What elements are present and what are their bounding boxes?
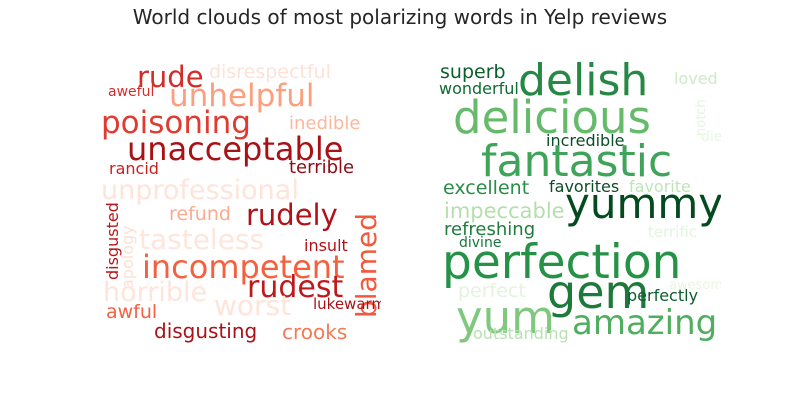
word-perfect: perfect: [458, 280, 526, 302]
word-fantastic: fantastic: [481, 136, 673, 187]
word-unhelpful: unhelpful: [169, 78, 315, 114]
word-loved: loved: [674, 69, 718, 88]
word-worst: worst: [214, 289, 292, 322]
word-inedible: inedible: [289, 113, 361, 134]
word-crooks: crooks: [282, 320, 348, 344]
word-insult: insult: [304, 236, 348, 255]
word-rudest: rudest: [247, 270, 344, 305]
word-outstanding: outstanding: [473, 324, 569, 343]
word-superb: superb: [440, 61, 506, 83]
positive-word-cloud: superb delish loved wonderful delicious notch…: [439, 55, 721, 347]
word-rancid: rancid: [109, 159, 159, 178]
chart-title: World clouds of most polarizing words in…: [132, 5, 668, 29]
word-favorites: favorites: [549, 177, 620, 196]
word-delish: delish: [518, 55, 649, 106]
word-yummy: yummy: [565, 179, 721, 228]
word-perfectly: perfectly: [627, 286, 699, 305]
word-unprofessional: unprofessional: [101, 175, 299, 206]
word-die: die: [701, 129, 721, 145]
word-lukewarm: lukewarm: [313, 295, 381, 313]
negative-word-cloud: rude disrespectful aweful unhelpful poisonin…: [99, 55, 381, 347]
word-terrific: terrific: [648, 223, 698, 241]
word-awful: awful: [106, 301, 158, 323]
word-rudely: rudely: [246, 198, 338, 232]
word-unacceptable: unacceptable: [127, 130, 344, 168]
word-awesome: awesome: [669, 278, 721, 293]
word-incompetent: incompetent: [142, 248, 345, 286]
word-refund: refund: [169, 203, 231, 225]
word-amazing: amazing: [572, 303, 718, 343]
word-terrible: terrible: [289, 157, 355, 178]
word-delicious: delicious: [453, 91, 651, 144]
word-divine: divine: [459, 235, 502, 251]
word-favorite: favorite: [629, 177, 691, 196]
word-refreshing: refreshing: [444, 219, 536, 240]
word-rude: rude: [137, 60, 204, 94]
word-aweful: aweful: [108, 84, 155, 100]
word-disgusting: disgusting: [154, 319, 258, 343]
word-wonderful: wonderful: [439, 79, 519, 98]
word-incredible: incredible: [546, 131, 625, 150]
word-horrible: horrible: [103, 277, 208, 308]
word-tasteless: tasteless: [139, 223, 265, 256]
word-excellent: excellent: [443, 177, 530, 199]
word-perfection: perfection: [442, 235, 682, 290]
word-yum: yum: [456, 291, 555, 344]
word-impeccable: impeccable: [444, 199, 565, 223]
word-gem: gem: [547, 265, 650, 319]
word-disrespectful: disrespectful: [209, 61, 331, 83]
word-poisoning: poisoning: [101, 105, 251, 141]
